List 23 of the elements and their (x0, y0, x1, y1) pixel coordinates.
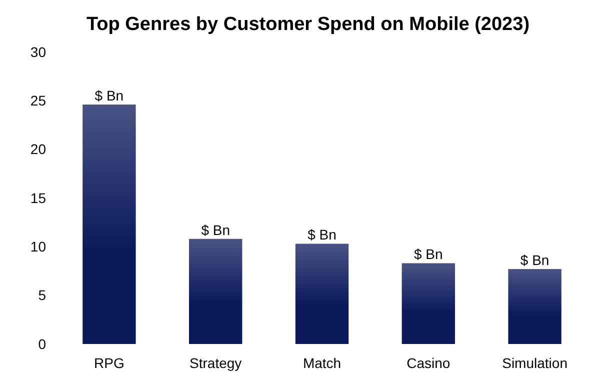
chart-title: Top Genres by Customer Spend on Mobile (2023) (86, 14, 530, 35)
bar (295, 244, 349, 344)
x-tick-label: RPG (94, 355, 124, 371)
data-label: $ Bn (520, 252, 550, 268)
y-tick-label: 5 (38, 287, 46, 304)
bar (402, 263, 455, 344)
x-tick-label: Strategy (190, 355, 242, 371)
data-label: $ Bn (308, 226, 336, 243)
bar (508, 269, 562, 344)
y-tick-label: 0 (38, 336, 46, 352)
y-tick-label: 10 (30, 238, 46, 255)
y-tick-label: 15 (30, 190, 46, 206)
y-tick-label: 25 (30, 92, 46, 109)
x-tick-label: Simulation (502, 355, 568, 371)
bar (82, 104, 136, 344)
data-label: $ Bn (201, 222, 230, 238)
x-tick-label: Casino (406, 355, 450, 371)
bar (189, 238, 242, 344)
y-tick-label: 30 (30, 44, 46, 60)
data-label: $ Bn (94, 88, 124, 104)
y-tick-label: 20 (30, 141, 46, 158)
x-tick-label: Match (302, 355, 342, 371)
data-label: $ Bn (414, 246, 443, 262)
